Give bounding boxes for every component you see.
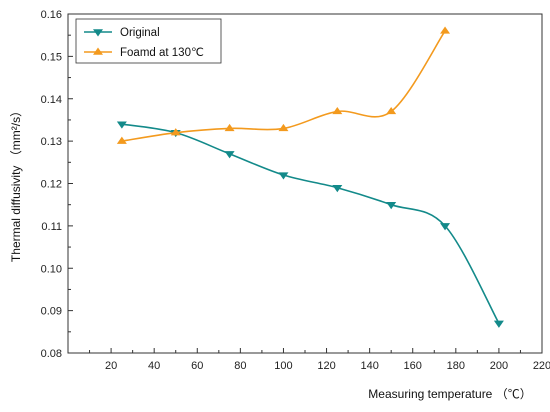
plot-frame (67, 13, 543, 354)
data-point-original (224, 151, 235, 159)
y-axis-title: Thermal diffusivity （mm²/s） (9, 105, 23, 262)
data-point-original (332, 185, 343, 193)
x-tick-label: 140 (360, 360, 378, 372)
y-tick-label: 0.10 (41, 263, 62, 275)
legend: Original Foamd at 130℃ (75, 18, 222, 64)
legend-label-original: Original (120, 27, 160, 39)
data-point-foamed (116, 136, 127, 144)
data-point-original (278, 172, 289, 180)
data-point-original (440, 223, 451, 231)
y-tick-label: 0.11 (41, 221, 62, 233)
data-point-original (386, 201, 397, 210)
data-point-original (116, 121, 127, 129)
y-tick-label: 0.13 (41, 136, 62, 148)
x-axis-ticks: 20 40 60 80 100 120 140 160 180 200 220 (89, 348, 550, 372)
x-tick-label: 200 (490, 360, 508, 372)
data-point-foamed (278, 123, 289, 132)
x-tick-label: 80 (234, 360, 246, 372)
x-tick-label: 100 (274, 360, 292, 372)
series-layer (116, 26, 504, 328)
x-tick-label: 40 (148, 360, 160, 372)
x-tick-label: 180 (447, 360, 465, 372)
y-tick-label: 0.15 (41, 51, 62, 63)
y-tick-label: 0.09 (41, 306, 62, 318)
x-tick-label: 220 (533, 360, 550, 372)
data-point-foamed (170, 128, 181, 136)
legend-marker-foamed (93, 47, 103, 55)
data-point-foamed (386, 106, 397, 115)
x-tick-label: 120 (317, 360, 335, 372)
legend-box (75, 18, 222, 64)
x-tick-label: 20 (105, 360, 117, 372)
data-point-foamed (332, 106, 343, 115)
x-tick-label: 60 (191, 360, 203, 372)
y-tick-label: 0.08 (41, 348, 62, 360)
y-tick-label: 0.14 (41, 94, 62, 106)
legend-label-foamed: Foamd at 130℃ (120, 47, 204, 59)
x-tick-label: 160 (404, 360, 422, 372)
legend-marker-original (93, 29, 103, 37)
data-point-foamed (440, 26, 451, 34)
y-axis-ticks: 0.08 0.09 0.10 0.11 0.12 0.13 0.14 0.15 0.16 (41, 9, 73, 360)
y-tick-label: 0.16 (41, 9, 62, 21)
data-point-foamed (224, 123, 235, 132)
data-point-original (493, 320, 504, 328)
x-axis-title: Measuring temperature （℃） (368, 387, 531, 401)
y-tick-label: 0.12 (41, 179, 62, 191)
